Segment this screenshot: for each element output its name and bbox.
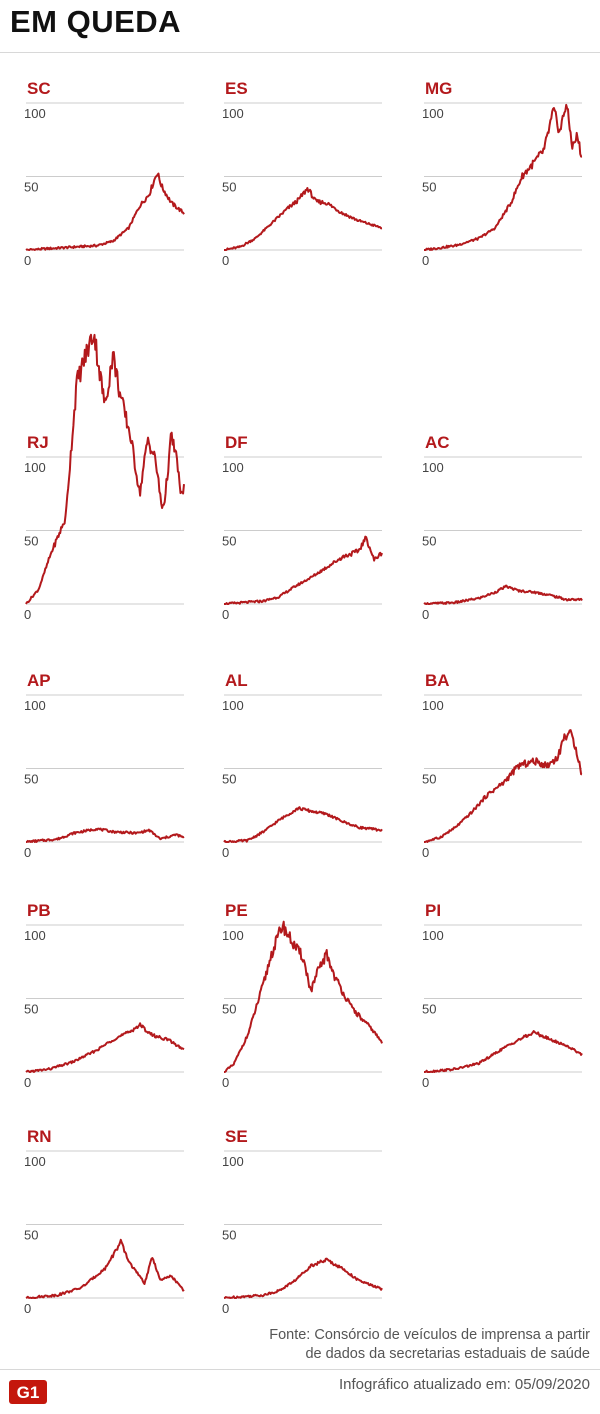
chart-title-ac: AC <box>425 433 450 452</box>
logo-text: G1 <box>17 1383 40 1402</box>
y-tick-label-50: 50 <box>422 534 436 549</box>
y-tick-label-100: 100 <box>222 698 244 713</box>
chart-es: 0 50 100 ES <box>222 79 383 268</box>
y-tick-label-100: 100 <box>222 1154 244 1169</box>
chart-title-mg: MG <box>425 79 452 98</box>
chart-title-rj: RJ <box>27 433 49 452</box>
series-line-mg <box>423 103 583 251</box>
y-tick-label-0: 0 <box>24 253 31 268</box>
y-tick-label-50: 50 <box>222 534 236 549</box>
y-tick-label-0: 0 <box>222 607 229 622</box>
y-tick-label-100: 100 <box>222 106 244 121</box>
chart-ac: 0 50 100 AC <box>422 433 583 622</box>
series-line-pe <box>223 920 383 1073</box>
y-tick-label-50: 50 <box>24 1002 38 1017</box>
y-tick-label-100: 100 <box>24 928 46 943</box>
chart-title-pe: PE <box>225 901 248 920</box>
y-tick-label-100: 100 <box>422 460 444 475</box>
y-tick-label-50: 50 <box>422 180 436 195</box>
chart-ap: 0 50 100 AP <box>24 671 185 860</box>
series-line-al <box>223 806 383 843</box>
chart-pb: 0 50 100 PB <box>24 901 185 1090</box>
y-tick-label-0: 0 <box>422 253 429 268</box>
updated-date: Infográfico atualizado em: 05/09/2020 <box>338 1376 590 1393</box>
series-line-ba <box>423 729 583 843</box>
series-line-se <box>223 1257 383 1299</box>
y-tick-label-100: 100 <box>24 698 46 713</box>
y-tick-label-50: 50 <box>24 534 38 549</box>
chart-mg: 0 50 100 MG <box>422 79 583 268</box>
chart-title-pi: PI <box>425 901 441 920</box>
chart-title-sc: SC <box>27 79 51 98</box>
chart-title-ba: BA <box>425 671 450 690</box>
chart-title-se: SE <box>225 1127 248 1146</box>
y-tick-label-100: 100 <box>422 106 444 121</box>
footer-divider <box>0 1369 600 1370</box>
y-tick-label-0: 0 <box>222 1301 229 1316</box>
y-tick-label-0: 0 <box>24 1075 31 1090</box>
chart-title-df: DF <box>225 433 248 452</box>
title-divider <box>0 52 600 53</box>
y-tick-label-50: 50 <box>24 180 38 195</box>
y-tick-label-100: 100 <box>422 928 444 943</box>
chart-title-pb: PB <box>27 901 51 920</box>
chart-df: 0 50 100 DF <box>222 433 383 622</box>
series-line-sc <box>25 172 185 251</box>
y-tick-label-0: 0 <box>422 1075 429 1090</box>
y-tick-label-0: 0 <box>24 1301 31 1316</box>
y-tick-label-100: 100 <box>24 1154 46 1169</box>
y-tick-label-0: 0 <box>422 607 429 622</box>
page-title: EM QUEDA <box>10 4 182 39</box>
series-line-ap <box>25 827 185 843</box>
y-tick-label-50: 50 <box>222 1002 236 1017</box>
y-tick-label-0: 0 <box>24 607 31 622</box>
y-tick-label-0: 0 <box>24 845 31 860</box>
y-tick-label-100: 100 <box>24 460 46 475</box>
y-tick-label-50: 50 <box>24 1228 38 1243</box>
y-tick-label-0: 0 <box>222 1075 229 1090</box>
series-line-df <box>223 535 383 605</box>
y-tick-label-50: 50 <box>422 772 436 787</box>
chart-pi: 0 50 100 PI <box>422 901 583 1090</box>
source-line-2: de dados da secretarias estaduais de saú… <box>305 1346 590 1362</box>
chart-se: 0 50 100 SE <box>222 1127 383 1316</box>
chart-pe: 0 50 100 PE <box>222 901 383 1090</box>
chart-ba: 0 50 100 BA <box>422 671 583 860</box>
series-line-es <box>223 187 383 251</box>
source-line-1: Fonte: Consórcio de veículos de imprensa… <box>269 1327 590 1343</box>
chart-title-al: AL <box>225 671 248 690</box>
y-tick-label-50: 50 <box>222 1228 236 1243</box>
chart-title-rn: RN <box>27 1127 52 1146</box>
y-tick-label-100: 100 <box>24 106 46 121</box>
source-note: Fonte: Consórcio de veículos de imprensa… <box>170 1326 590 1364</box>
y-tick-label-100: 100 <box>222 928 244 943</box>
y-tick-label-0: 0 <box>422 845 429 860</box>
series-line-rj <box>25 333 185 605</box>
chart-rj: 0 50 100 RJ <box>24 333 185 622</box>
y-tick-label-50: 50 <box>24 772 38 787</box>
y-tick-label-0: 0 <box>222 253 229 268</box>
chart-sc: 0 50 100 SC <box>24 79 185 268</box>
chart-al: 0 50 100 AL <box>222 671 383 860</box>
series-line-pi <box>423 1030 583 1073</box>
y-tick-label-50: 50 <box>222 180 236 195</box>
chart-rn: 0 50 100 RN <box>24 1127 185 1316</box>
chart-title-es: ES <box>225 79 248 98</box>
series-line-rn <box>25 1238 185 1299</box>
y-tick-label-50: 50 <box>422 1002 436 1017</box>
y-tick-label-50: 50 <box>222 772 236 787</box>
series-line-ac <box>423 584 583 605</box>
g1-logo: G1 <box>9 1380 47 1404</box>
y-tick-label-100: 100 <box>422 698 444 713</box>
chart-title-ap: AP <box>27 671 51 690</box>
series-line-pb <box>25 1022 185 1073</box>
y-tick-label-100: 100 <box>222 460 244 475</box>
y-tick-label-0: 0 <box>222 845 229 860</box>
